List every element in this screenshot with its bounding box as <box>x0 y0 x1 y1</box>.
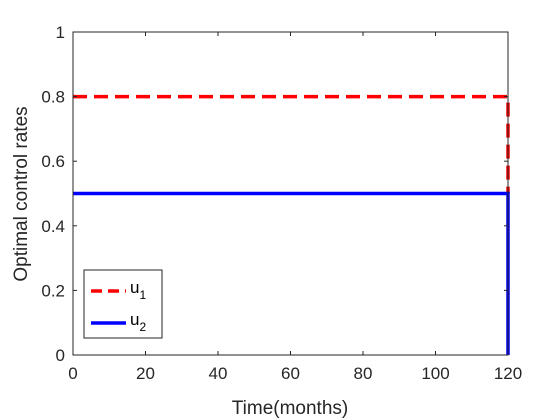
legend-label-main: u <box>130 278 139 297</box>
tick-layer: 0 20 40 60 80 100 120 0 0.2 0.4 0.6 0.8 1 <box>41 23 522 383</box>
x-tick-label: 120 <box>494 364 522 383</box>
x-tick-label: 0 <box>68 364 77 383</box>
y-tick-label: 0.4 <box>41 217 65 236</box>
legend-label-subscript: 1 <box>139 288 146 302</box>
y-tick-label: 0.8 <box>41 88 65 107</box>
legend-label-u2: u2 <box>130 310 146 334</box>
legend-label-subscript: 2 <box>139 320 146 334</box>
y-tick-label: 0 <box>56 346 65 365</box>
x-tick-label: 40 <box>209 364 228 383</box>
y-tick-label: 0.2 <box>41 281 65 300</box>
legend-label-u1: u1 <box>130 278 146 302</box>
x-tick-label: 60 <box>281 364 300 383</box>
x-axis-label: Time(months) <box>232 398 348 419</box>
x-tick-label: 100 <box>421 364 449 383</box>
x-tick-label: 20 <box>136 364 155 383</box>
y-tick-label: 1 <box>56 23 65 42</box>
legend-box <box>83 269 163 339</box>
x-tick-label: 80 <box>354 364 373 383</box>
y-tick-label: 0.6 <box>41 152 65 171</box>
legend-label-main: u <box>130 310 139 329</box>
y-axis-label: Optimal control rates <box>11 106 32 281</box>
